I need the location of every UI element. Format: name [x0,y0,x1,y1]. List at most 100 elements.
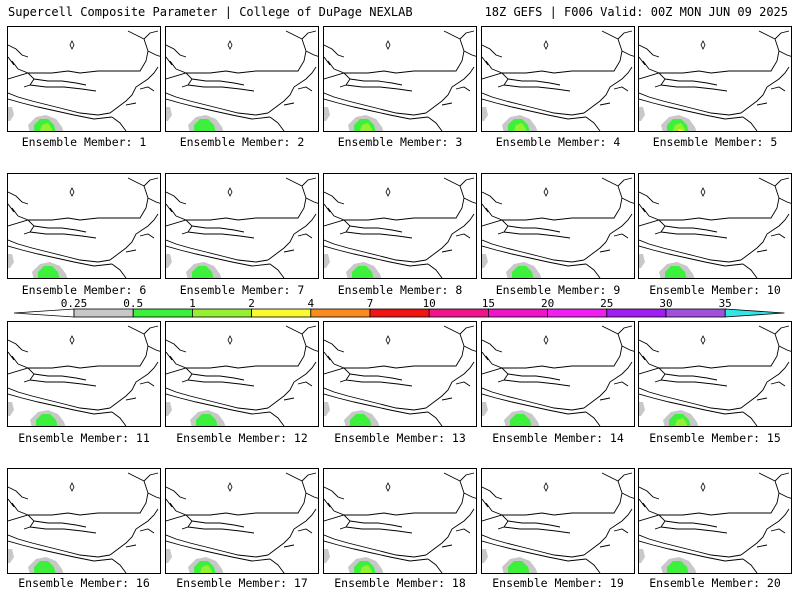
coastline [599,86,629,106]
colorbar-segment [428,308,489,318]
coastline [503,231,571,239]
scp-green-area [352,266,374,278]
coastline [29,379,97,387]
coastline [267,213,317,261]
coastline [111,116,127,131]
coastline [639,239,742,263]
colorbar-segment [191,308,252,318]
coastline [283,381,313,401]
coastline [482,472,633,522]
coastline [648,363,666,383]
coastline [482,177,633,227]
ensemble-member-label: Ensemble Member: 10 [649,283,781,297]
station-marker-icon [543,187,549,197]
coastline [111,411,127,426]
coastline [166,177,317,227]
map-canvas [639,30,791,131]
coastline [345,84,413,92]
ensemble-member-label: Ensemble Member: 2 [179,135,305,149]
scp-lightgreen-area [673,123,685,131]
scp-lightgreen-area [360,123,372,131]
scp-green-area [508,561,530,573]
map-canvas [324,177,476,278]
coastline [333,215,351,235]
station-marker-icon [543,335,549,345]
coastline [601,472,619,482]
map-canvas [482,30,634,131]
colorbar-tick-label: 0.5 [123,297,144,310]
coastline [585,411,601,426]
ensemble-member-label: Ensemble Member: 19 [492,576,624,590]
run-info: 18Z GEFS | F006 Valid: 00Z MON JUN 09 20… [484,5,788,19]
coastline [166,30,317,80]
station-marker-icon [385,482,391,492]
coastline [333,510,351,530]
coastline [601,30,619,40]
scp-gray-area [639,107,645,121]
coastline [660,231,728,239]
coastline [758,30,776,40]
coastline [639,393,744,415]
coastline [324,44,345,58]
scp-yellow-area [678,129,683,131]
coastline [269,116,285,131]
coastline [482,498,493,512]
scp-green-area [192,266,214,278]
coastline [175,510,193,530]
scp-gray-area [8,254,14,268]
coastline [283,233,313,253]
colorbar-left-arrow [13,308,75,318]
ensemble-member-label: Ensemble Member: 16 [18,576,150,590]
ensemble-map-panel [7,173,161,279]
coastline [324,325,475,375]
coastline [443,177,461,187]
ensemble-map-panel [638,26,792,132]
coastline [758,472,776,482]
scp-lightgreen-area [200,565,212,573]
scp-green-area [196,414,218,426]
coastline [8,239,111,263]
coastline [742,116,758,131]
coastline [324,472,475,522]
coastline [482,92,585,116]
scp-gray-area [639,254,645,268]
coastline [349,225,403,233]
ensemble-member-label: Ensemble Member: 5 [652,135,778,149]
coastline [482,56,493,70]
coastline [324,191,345,205]
ensemble-map-panel [481,468,635,574]
ensemble-map-panel [481,321,635,427]
coastline [583,213,633,261]
station-marker-icon [700,482,706,492]
coastline [269,263,285,278]
map-canvas [482,177,634,278]
ensemble-member-label: Ensemble Member: 9 [495,283,621,297]
ensemble-member-label: Ensemble Member: 13 [334,431,466,445]
coastline [8,534,111,558]
ensemble-member-label: Ensemble Member: 14 [492,431,624,445]
coastline [285,30,303,40]
coastline [585,558,601,573]
coastline [463,50,476,57]
coastline [324,239,427,263]
scp-green-area [38,266,60,278]
coastline [191,78,245,86]
coastline [639,387,742,411]
coastline [482,534,585,558]
scp-gray-area [324,254,330,268]
coastline [664,78,718,86]
coastline [324,534,427,558]
coastline [187,231,255,239]
coastline [482,325,633,375]
map-canvas [8,30,160,131]
coastline [756,86,786,106]
ensemble-map-panel [323,173,477,279]
coastline [491,510,509,530]
coastline [639,339,660,353]
coastline [111,263,127,278]
map-canvas [166,177,318,278]
coastline [269,558,285,573]
coastline [324,245,429,267]
coastline [285,325,303,335]
coastline [482,98,587,120]
